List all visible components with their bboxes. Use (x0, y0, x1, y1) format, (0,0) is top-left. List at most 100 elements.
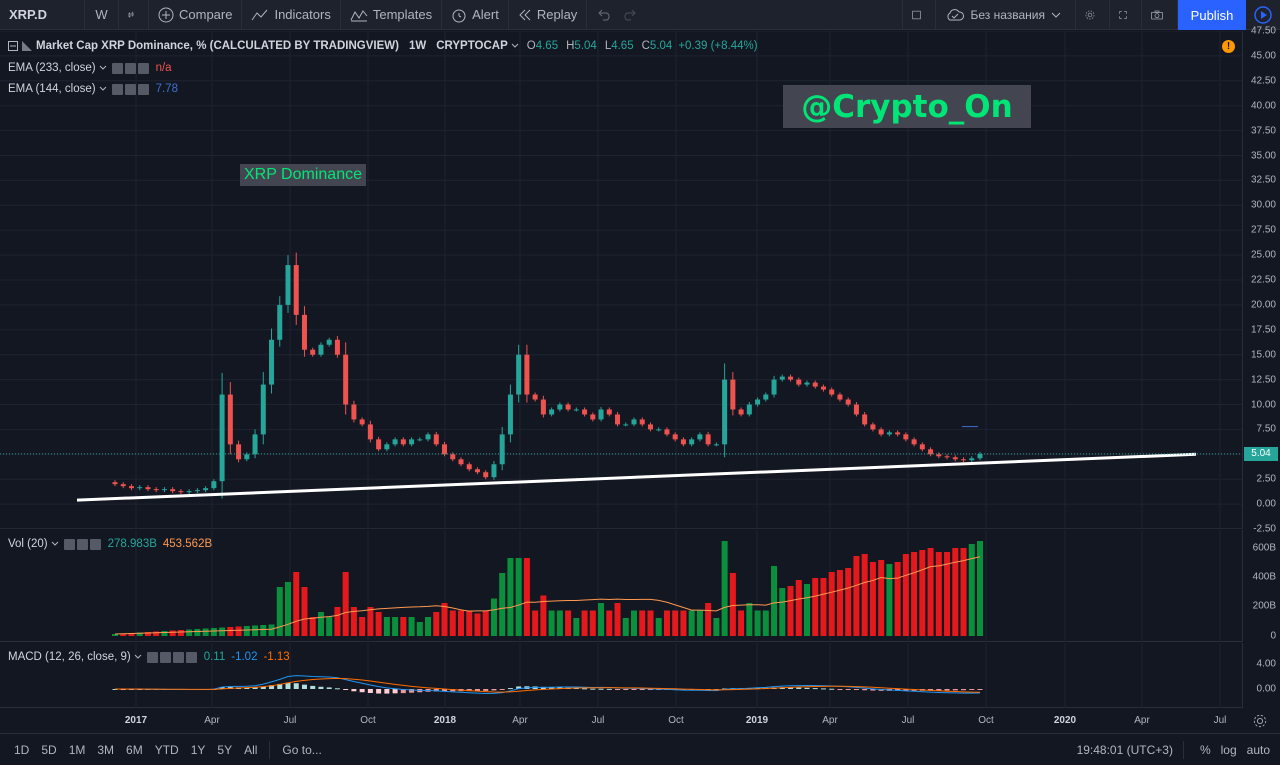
main-chart-pane[interactable]: Market Cap XRP Dominance, % (CALCULATED … (0, 31, 1242, 529)
layout-name-button[interactable]: Без названия (936, 0, 1076, 30)
close-icon[interactable] (172, 651, 184, 663)
volume-bar (144, 632, 151, 636)
candle (293, 265, 299, 315)
settings-gear-icon[interactable] (1253, 714, 1267, 728)
range-button-6m[interactable]: 6M (126, 743, 143, 757)
templates-button[interactable]: Templates (341, 0, 443, 30)
volume-bar (886, 564, 893, 636)
ema144-label: EMA (144, close) (8, 83, 96, 95)
volume-bar (120, 633, 127, 636)
ema144-value: 7.78 (155, 83, 178, 95)
volume-bar (762, 610, 769, 636)
eye-icon[interactable] (63, 538, 75, 550)
gear-icon[interactable] (124, 83, 136, 95)
volume-bar (301, 587, 308, 636)
ema144-legend[interactable]: EMA (144, close) 7.78 (8, 83, 178, 95)
alert-button[interactable]: Alert (442, 0, 509, 30)
volume-chart[interactable] (0, 530, 1242, 642)
macd-scale[interactable]: 4.00 0.00 (1242, 643, 1280, 708)
candle (598, 409, 604, 420)
range-button-3m[interactable]: 3M (97, 743, 115, 757)
percent-toggle[interactable]: % (1199, 743, 1211, 757)
watermark-text[interactable]: @Crypto_On (783, 85, 1031, 128)
high-value: 5.04 (574, 40, 597, 52)
macd-histogram-bar (549, 687, 555, 689)
candle (260, 384, 266, 435)
gear-icon[interactable] (76, 538, 88, 550)
gear-icon[interactable] (124, 62, 136, 74)
eye-icon[interactable] (111, 62, 123, 74)
redo-icon[interactable] (622, 9, 638, 21)
range-button-1d[interactable]: 1D (14, 743, 30, 757)
eye-icon[interactable] (111, 83, 123, 95)
goto-button[interactable]: Go to... (282, 743, 322, 757)
macd-controls[interactable] (146, 651, 199, 663)
volume-bar (894, 562, 901, 636)
candle (656, 429, 662, 431)
range-button-5d[interactable]: 5D (41, 743, 57, 757)
volume-bar (425, 617, 432, 636)
ema144-controls[interactable] (111, 83, 151, 95)
macd-histogram-bar (301, 684, 307, 689)
fullscreen-button[interactable] (1110, 0, 1142, 30)
close-icon[interactable] (89, 538, 101, 550)
xrp-dominance-annotation[interactable]: XRP Dominance (240, 164, 366, 186)
chevron-down-icon (99, 65, 106, 70)
range-button-all[interactable]: All (244, 743, 258, 757)
volume-scale[interactable]: 600B 400B 200B 0 (1242, 530, 1280, 642)
gear-icon[interactable] (159, 651, 171, 663)
compare-button[interactable]: Compare (149, 0, 243, 30)
macd-histogram-bar (961, 689, 967, 691)
alert-warning-icon[interactable]: ! (1222, 40, 1235, 53)
candle (392, 439, 398, 445)
range-button-5y[interactable]: 5Y (217, 743, 233, 757)
volume-legend[interactable]: Vol (20) 278.983B 453.562B (8, 538, 212, 550)
candle (194, 490, 200, 492)
volume-bar (721, 541, 728, 636)
close-icon[interactable] (137, 83, 149, 95)
range-button-1y[interactable]: 1Y (190, 743, 206, 757)
candle (186, 491, 192, 493)
volume-controls[interactable] (63, 538, 103, 550)
price-scale[interactable]: 47.50 45.00 42.50 40.00 37.50 35.00 32.50 30.00… (1242, 26, 1280, 535)
publish-button[interactable]: Publish (1178, 0, 1246, 30)
close-icon[interactable] (137, 62, 149, 74)
auto-toggle[interactable]: auto (1246, 743, 1270, 757)
volume-pane[interactable]: Vol (20) 278.983B 453.562B (0, 530, 1242, 642)
fullscreen-layout-button[interactable] (902, 0, 937, 30)
symbol-search[interactable]: XRP.D (0, 0, 85, 30)
range-button-ytd[interactable]: YTD (154, 743, 179, 757)
macd-legend[interactable]: MACD (12, 26, close, 9) 0.11 -1.02 -1.13 (8, 651, 290, 663)
volume-bar (523, 558, 530, 636)
macd-histogram-bar (812, 688, 818, 690)
undo-icon[interactable] (596, 9, 612, 21)
snapshot-button[interactable] (1142, 0, 1178, 30)
bottom-right: 19:48:01 (UTC+3) % log auto (1067, 735, 1270, 765)
eye-icon[interactable] (146, 651, 158, 663)
price-tick: 35.00 (1250, 150, 1276, 161)
trendline[interactable] (76, 452, 1197, 502)
collapse-icon[interactable] (8, 41, 18, 51)
ema233-controls[interactable] (111, 62, 151, 74)
interval-button[interactable]: W (85, 0, 119, 30)
replay-button[interactable]: Replay (509, 0, 588, 30)
candle (458, 459, 464, 465)
candle (351, 404, 357, 420)
chart-type-button[interactable] (119, 0, 149, 30)
candle (647, 424, 653, 430)
play-button[interactable] (1246, 0, 1280, 30)
series-exchange[interactable]: CRYPTOCAP (436, 40, 508, 52)
indicators-button[interactable]: Indicators (242, 0, 341, 30)
macd-pane[interactable]: MACD (12, 26, close, 9) 0.11 -1.02 -1.13 (0, 643, 1242, 708)
more-icon[interactable] (185, 651, 197, 663)
macd-chart[interactable] (0, 643, 1242, 708)
ema233-legend[interactable]: EMA (233, close) n/a (8, 62, 172, 74)
candle (433, 434, 439, 445)
price-chart[interactable] (0, 31, 1242, 529)
range-button-1m[interactable]: 1M (68, 743, 86, 757)
settings-button[interactable] (1076, 0, 1110, 30)
candle (145, 487, 151, 490)
log-toggle[interactable]: log (1220, 743, 1237, 757)
time-axis[interactable]: 2017 Apr Jul Oct 2018 Apr Jul Oct 2019 Apr Jul Oct 2… (0, 709, 1280, 734)
candle (944, 456, 950, 458)
